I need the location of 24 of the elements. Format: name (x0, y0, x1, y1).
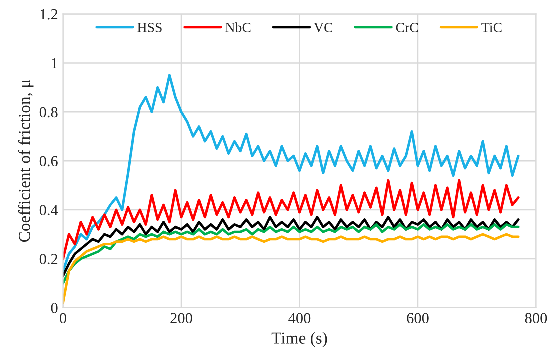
y-tick-label: 1 (52, 58, 58, 68)
legend-label: VC (314, 23, 332, 33)
x-axis-title: Time (s) (272, 332, 328, 348)
y-tick-label: 0.2 (40, 254, 58, 265)
y-tick-label: 0.6 (40, 156, 58, 167)
y-tick-label: 1.2 (40, 9, 58, 20)
line-series (63, 216, 520, 278)
y-tick-label: 0.8 (40, 107, 58, 118)
line-series (63, 179, 520, 260)
line-series (63, 74, 520, 272)
legend-label: TiC (482, 23, 502, 32)
x-tick-label: 800 (525, 313, 548, 324)
x-tick-label: 400 (288, 313, 311, 324)
y-axis-title: Coefficient of friction, μ (18, 80, 34, 242)
y-tick-label: 0.4 (40, 205, 58, 216)
x-tick-label: 0 (60, 313, 66, 324)
legend-label: HSS (138, 23, 162, 32)
y-tick-label: 0 (51, 303, 58, 314)
legend-label: CrC (396, 23, 418, 32)
line-series (63, 223, 520, 285)
x-tick-label: 600 (407, 313, 429, 324)
legend-label: NbC (226, 22, 251, 32)
line-series (63, 233, 520, 304)
x-tick-label: 200 (170, 313, 192, 324)
